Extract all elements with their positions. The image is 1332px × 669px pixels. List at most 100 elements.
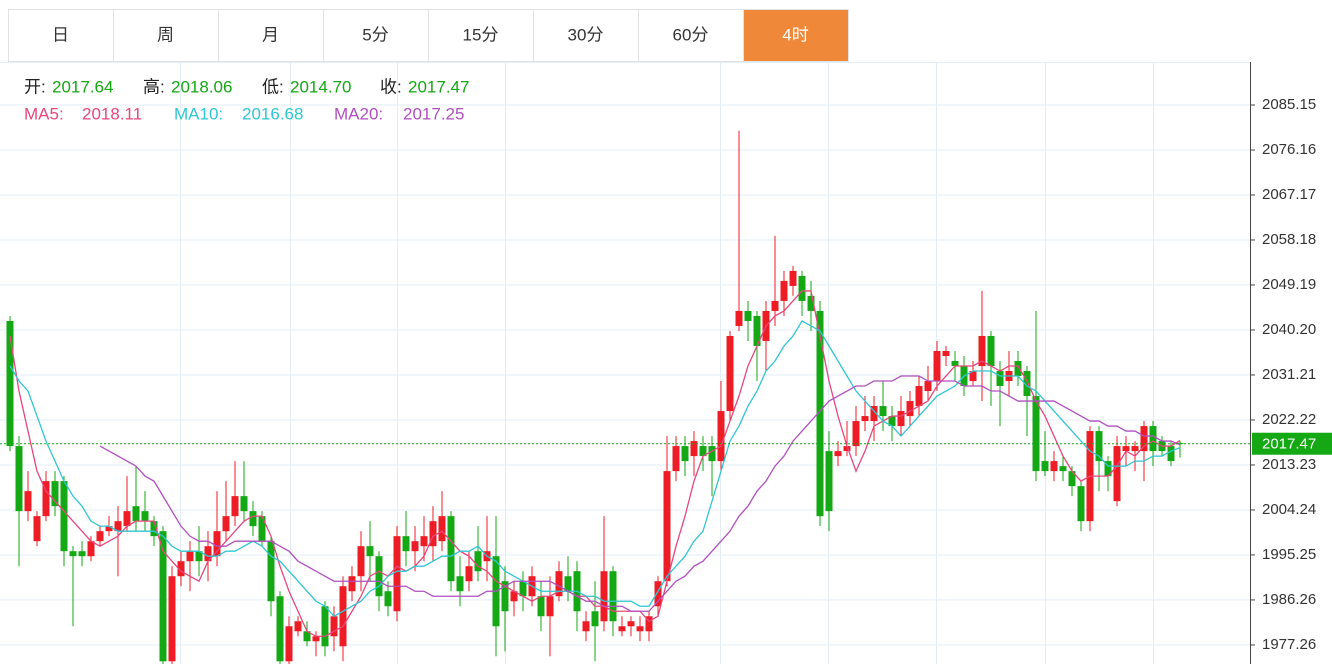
candle-body [267,541,275,602]
tab-label[interactable]: 30分 [568,25,604,44]
tab[interactable] [428,9,534,62]
candle-body [510,591,518,602]
candle-body [177,561,185,577]
tab-label[interactable]: 周 [157,25,174,44]
candle-body [123,511,131,527]
candle-body [114,521,122,532]
candle-body [942,350,950,356]
candle-body [438,516,446,542]
legend-value: 2016.68 [242,104,303,123]
tab-label[interactable]: 5分 [362,25,388,44]
candle-body [258,516,266,542]
last-price-label: 2017.47 [1262,436,1316,453]
candle-body [834,451,842,457]
y-tick-label: 2040.20 [1262,321,1316,338]
candle-body [735,310,743,326]
candle-body [105,526,113,532]
tab-label[interactable]: 月 [262,25,279,44]
legend-value: 2018.11 [82,104,142,123]
candle-body [519,581,527,597]
candle-body [744,310,752,321]
candle-body [51,481,59,507]
candle-body [24,491,32,512]
candle-body [645,616,653,632]
legend-name: MA5: [24,104,64,123]
candle-body [357,546,365,577]
candle-body [384,591,392,607]
tab[interactable] [743,9,849,62]
tab[interactable] [8,9,114,62]
candle-body [141,511,149,522]
candle-body [204,546,212,562]
candle-body [969,371,977,382]
candle-body [888,416,896,427]
ma-line [9,320,1181,618]
candle-body [303,631,311,642]
ohlc-label: 低: [262,77,284,96]
ma-line [99,375,1181,612]
candle-body [906,401,914,417]
candle-body [1032,396,1040,472]
candle-body [411,541,419,552]
tab-label[interactable]: 4时 [782,25,808,44]
ohlc-label: 开: [24,77,46,96]
candle-body [33,516,41,542]
y-tick-label: 1986.26 [1262,591,1316,608]
candle-body [789,270,797,286]
candle-body [465,566,473,582]
y-tick-label: 2058.18 [1262,231,1316,248]
candle-body [195,551,203,562]
tab-label[interactable]: 15分 [463,25,499,44]
candle-body [1041,461,1049,472]
candle-body [1149,426,1157,452]
ma-line [9,290,1181,637]
candle-body [951,360,959,367]
candle-body [150,521,158,537]
y-tick-label: 2004.24 [1262,501,1316,518]
candle-body [42,481,50,517]
candle-body [60,481,68,552]
candle-body [1131,446,1139,452]
tab-label[interactable]: 60分 [673,25,709,44]
candle-body [420,536,428,547]
candle-body [699,446,707,457]
tab[interactable] [533,9,639,62]
candle-body [1104,461,1112,477]
y-tick-label: 2031.21 [1262,366,1316,383]
ohlc-label: 收: [380,77,402,96]
tab-label[interactable]: 日 [52,25,69,44]
candle-body [987,335,995,367]
candle-body [393,536,401,612]
ohlc-label: 高: [143,77,165,96]
y-tick-label: 2085.15 [1262,96,1316,113]
candle-body [213,531,221,557]
candle-body [447,516,455,582]
candle-body [978,335,986,367]
tab[interactable] [638,9,744,62]
candle-body [348,576,356,592]
candle-body [186,551,194,562]
candle-body [375,556,383,597]
candle-body [69,551,77,557]
tab[interactable] [323,9,429,62]
candle-body [222,516,230,532]
candle-body [231,496,239,517]
candle-body [501,581,509,612]
candle-body [897,411,905,427]
candle-body [843,446,851,452]
candle-body [609,571,617,622]
candle-body [15,446,23,512]
candle-body [771,300,779,311]
candle-body [1122,446,1130,452]
candle-body [1095,431,1103,462]
candle-body [537,596,545,617]
tab[interactable] [218,9,324,62]
y-tick-label: 1995.25 [1262,546,1316,563]
candle-body [159,531,167,662]
candle-body [1023,371,1031,397]
candle-body [321,606,329,647]
legend-name: MA10: [174,104,223,123]
candle-body [168,576,176,662]
tab[interactable] [113,9,219,62]
